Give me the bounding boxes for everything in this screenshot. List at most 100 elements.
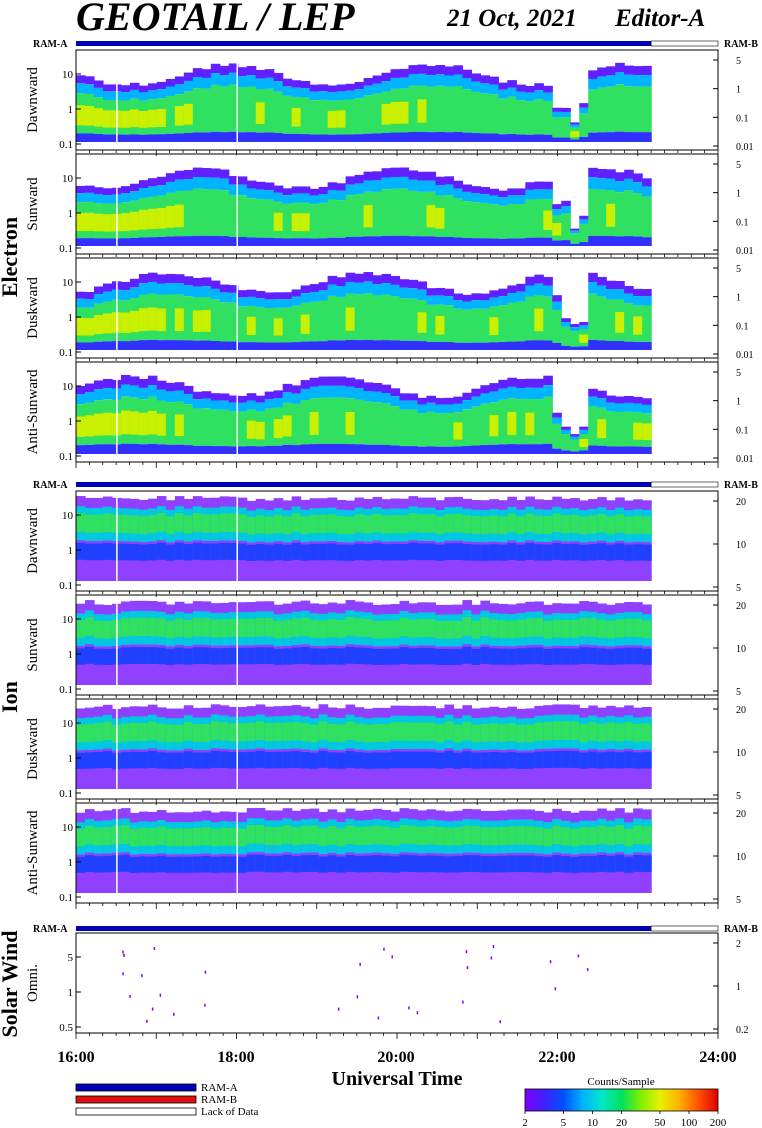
heatmap-cell (192, 856, 203, 873)
heatmap-cell (579, 242, 589, 246)
heatmap-cell (462, 855, 472, 872)
heatmap-cell (246, 516, 257, 535)
solar-wind-point (462, 1000, 464, 1004)
heatmap-cell (633, 854, 643, 872)
heatmap-cell (246, 854, 257, 872)
heatmap-cell (507, 386, 517, 399)
heatmap-cell (345, 386, 356, 399)
heatmap-cell (264, 445, 275, 454)
heatmap-cell (255, 854, 266, 872)
heatmap-cell (507, 96, 517, 134)
left-tick-label: 1 (68, 649, 74, 661)
heatmap-cell (237, 184, 248, 196)
heatmap-cell (435, 207, 446, 229)
heatmap-cell (435, 544, 446, 561)
heatmap-cell (507, 293, 517, 303)
heatmap-cell (597, 419, 607, 439)
heatmap-cell (201, 286, 212, 297)
heatmap-cell (444, 195, 455, 237)
heatmap-cell (381, 392, 392, 404)
time-tick-20: 20:00 (377, 1049, 414, 1066)
heatmap-cell (237, 411, 248, 447)
heatmap-cell (579, 107, 589, 114)
solar-wind-point (492, 945, 495, 949)
heatmap-cell (102, 341, 113, 350)
heatmap-cell (516, 544, 526, 561)
heatmap-cell (525, 387, 535, 400)
heatmap-cell (552, 342, 562, 350)
heatmap-cell (480, 516, 490, 535)
heatmap-cell (372, 171, 383, 181)
heatmap-cell (219, 132, 230, 142)
heatmap-cell (345, 307, 356, 331)
right-tick-label: 1 (736, 982, 741, 993)
heatmap-cell (183, 276, 194, 286)
heatmap-cell (417, 180, 428, 192)
heatmap-cell (615, 312, 625, 333)
heatmap-cell (624, 722, 634, 741)
heatmap-cell (624, 74, 634, 87)
heatmap-cell (183, 132, 194, 142)
heatmap-cell (327, 543, 338, 561)
heatmap-cell (579, 647, 589, 665)
data-gap-line (116, 595, 118, 695)
right-tick-label: 5 (736, 895, 741, 906)
heatmap-cell (138, 209, 149, 230)
figure-title: GEOTAIL / LEP (76, 0, 355, 39)
heatmap-cell (498, 342, 508, 350)
heatmap-cell (93, 87, 104, 98)
heatmap-cell (579, 346, 589, 350)
heatmap-cell (219, 446, 230, 454)
heatmap-cell (480, 75, 490, 84)
heatmap-cell (138, 308, 149, 331)
heatmap-cell (147, 828, 158, 847)
heatmap-cell (129, 617, 140, 637)
heatmap-cell (399, 647, 410, 664)
heatmap-cell (471, 193, 481, 203)
heatmap-cell (462, 89, 472, 133)
heatmap-cell (282, 188, 293, 196)
heatmap-cell (129, 340, 140, 350)
heatmap-cell (516, 648, 526, 665)
heatmap-cell (76, 619, 86, 638)
heatmap-cell (642, 648, 652, 665)
heatmap-cell (138, 516, 149, 534)
heatmap-cell (165, 444, 176, 454)
heatmap-cell (381, 133, 392, 142)
heatmap-cell (390, 751, 401, 769)
heatmap-cell (543, 396, 553, 444)
heatmap-cell (570, 124, 580, 128)
heatmap-cell (498, 296, 508, 306)
heatmap-cell (390, 856, 401, 873)
heatmap-cell (291, 721, 302, 741)
heatmap-cell (588, 827, 598, 846)
heatmap-cell (516, 619, 526, 638)
heatmap-cell (156, 283, 167, 295)
right-tick-label: 2 (736, 939, 741, 950)
heatmap-cell (93, 827, 104, 846)
heatmap-cell (633, 316, 643, 335)
heatmap-cell (354, 514, 365, 533)
heatmap-cell (633, 618, 643, 637)
heatmap-cell (291, 513, 302, 532)
solar-wind-point (465, 950, 468, 954)
heatmap-cell (597, 76, 607, 88)
heatmap-cell (156, 723, 167, 742)
heatmap-cell (147, 751, 158, 768)
heatmap-cell (174, 308, 185, 332)
legend-label-ram-b: RAM-B (201, 1094, 237, 1106)
heatmap-cell (354, 134, 365, 142)
heatmap-cell (336, 443, 347, 454)
heatmap-cell (615, 192, 625, 237)
heatmap-cell (624, 65, 634, 75)
heatmap-cell (561, 515, 571, 534)
heatmap-cell (183, 828, 194, 847)
heatmap-cell (435, 404, 446, 414)
heatmap-cell (84, 192, 95, 202)
heatmap-cell (399, 101, 410, 124)
heatmap-cell (534, 83, 544, 91)
heatmap-cell (273, 133, 284, 142)
heatmap-cell (480, 544, 490, 561)
heatmap-cell (327, 284, 338, 296)
heatmap-cell (102, 542, 113, 560)
